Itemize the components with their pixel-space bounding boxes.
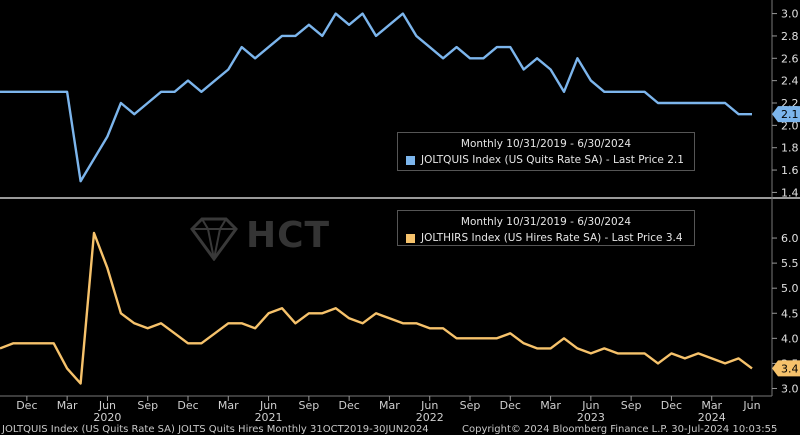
x-year-label: 2020 bbox=[93, 411, 121, 424]
quits-last-price-tag: 2.1 bbox=[772, 106, 800, 123]
x-tick-label: Jun bbox=[581, 399, 599, 412]
watermark-logo: HCT bbox=[186, 215, 336, 263]
quits-swatch bbox=[406, 155, 415, 165]
last-price-label: 3.4 bbox=[781, 362, 799, 375]
x-tick-label: Mar bbox=[701, 399, 722, 412]
x-tick-label: Mar bbox=[57, 399, 78, 412]
hires-legend-label: JOLTHIRS Index (US Hires Rate SA) - Last… bbox=[421, 232, 683, 244]
x-tick-label: Sep bbox=[621, 399, 642, 412]
x-tick-label: Mar bbox=[379, 399, 400, 412]
y-tick-label: 4.5 bbox=[781, 307, 799, 320]
top-y-axis: 1.41.61.82.02.22.42.62.83.0 bbox=[772, 8, 799, 199]
last-price-label: 2.1 bbox=[781, 108, 799, 121]
bottom-y-axis: 3.03.54.04.55.05.56.0 bbox=[772, 232, 799, 395]
y-tick-label: 5.0 bbox=[781, 282, 799, 295]
y-tick-label: 5.5 bbox=[781, 257, 799, 270]
footer-copyright: Copyright© 2024 Bloomberg Finance L.P. 3… bbox=[462, 424, 778, 435]
x-tick-label: Sep bbox=[460, 399, 481, 412]
x-tick-label: Mar bbox=[218, 399, 239, 412]
quits-legend-label: JOLTQUIS Index (US Quits Rate SA) - Last… bbox=[421, 154, 684, 166]
x-year-label: 2023 bbox=[577, 411, 605, 424]
quits-legend-entry: JOLTQUIS Index (US Quits Rate SA) - Last… bbox=[406, 152, 686, 168]
x-tick-label: Mar bbox=[540, 399, 561, 412]
y-tick-label: 2.4 bbox=[781, 75, 799, 88]
y-tick-label: 6.0 bbox=[781, 232, 799, 245]
x-tick-label: Jun bbox=[420, 399, 438, 412]
hires-last-price-tag: 3.4 bbox=[772, 360, 800, 377]
hires-swatch bbox=[406, 233, 415, 243]
y-tick-label: 4.0 bbox=[781, 332, 799, 345]
quits-legend: Monthly 10/31/2019 - 6/30/2024 JOLTQUIS … bbox=[397, 132, 695, 171]
last-price-marker bbox=[772, 360, 800, 377]
x-tick-label: Jun bbox=[742, 399, 760, 412]
x-year-label: 2024 bbox=[698, 411, 726, 424]
y-tick-label: 3.0 bbox=[781, 382, 799, 395]
y-tick-label: 2.0 bbox=[781, 119, 799, 132]
hires-legend: Monthly 10/31/2019 - 6/30/2024 JOLTHIRS … bbox=[397, 210, 695, 246]
x-tick-label: Dec bbox=[177, 399, 198, 412]
x-tick-label: Sep bbox=[298, 399, 319, 412]
x-tick-label: Dec bbox=[500, 399, 521, 412]
diamond-logo-icon bbox=[190, 217, 238, 262]
x-year-label: 2022 bbox=[416, 411, 444, 424]
x-tick-label: Sep bbox=[137, 399, 158, 412]
x-tick-label: Dec bbox=[338, 399, 359, 412]
y-tick-label: 2.8 bbox=[781, 30, 799, 43]
hires-rate-line bbox=[0, 231, 753, 385]
x-tick-label: Dec bbox=[16, 399, 37, 412]
x-tick-label: Jun bbox=[98, 399, 116, 412]
y-tick-label: 1.8 bbox=[781, 142, 799, 155]
x-year-label: 2021 bbox=[255, 411, 283, 424]
x-tick-label: Jun bbox=[259, 399, 277, 412]
quits-legend-header: Monthly 10/31/2019 - 6/30/2024 bbox=[460, 138, 632, 150]
last-price-marker bbox=[772, 106, 800, 123]
y-tick-label: 2.6 bbox=[781, 52, 799, 65]
y-tick-label: 3.0 bbox=[781, 8, 799, 21]
y-tick-label: 1.6 bbox=[781, 164, 799, 177]
hires-legend-entry: JOLTHIRS Index (US Hires Rate SA) - Last… bbox=[406, 230, 686, 246]
x-axis: Dec Mar Jun Sep Dec Mar Jun Sep Dec Mar Jun Sep Dec M… bbox=[16, 396, 761, 424]
x-tick-label: Dec bbox=[661, 399, 682, 412]
hires-legend-header: Monthly 10/31/2019 - 6/30/2024 bbox=[460, 216, 632, 228]
y-tick-label: 1.4 bbox=[781, 186, 799, 199]
watermark-text: HCT bbox=[246, 215, 331, 256]
footer-source: JOLTQUIS Index (US Quits Rate SA) JOLTS … bbox=[2, 424, 429, 435]
quits-rate-line bbox=[0, 12, 752, 183]
